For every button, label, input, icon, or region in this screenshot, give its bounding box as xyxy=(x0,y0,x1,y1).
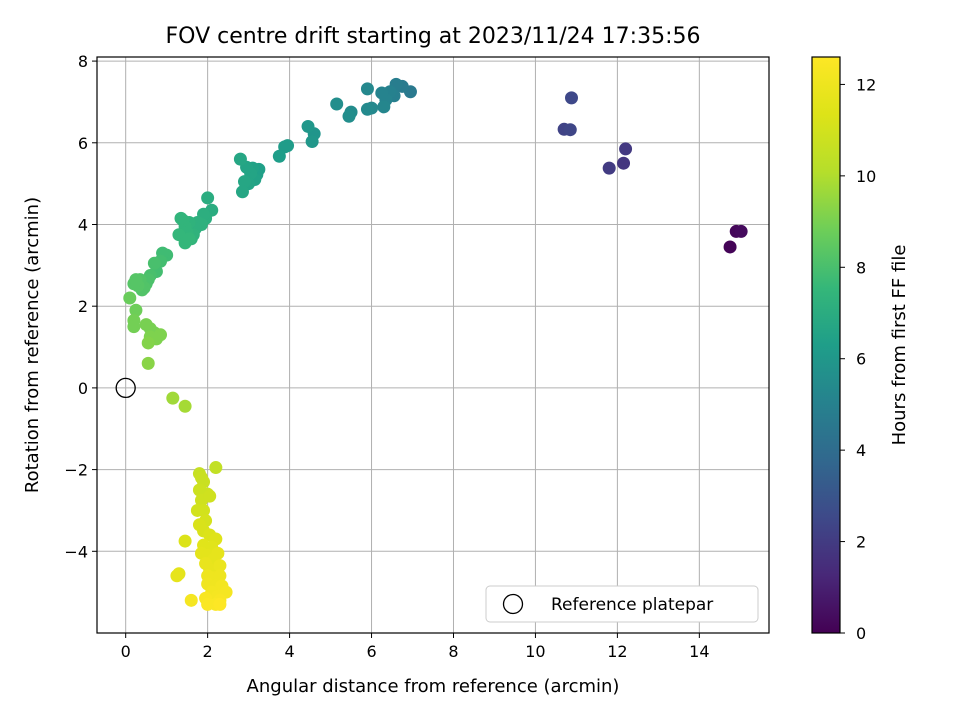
y-tick-label: 6 xyxy=(78,134,88,153)
data-point xyxy=(563,123,577,137)
y-tick-label: −2 xyxy=(64,461,88,480)
y-axis-label: Rotation from reference (arcmin) xyxy=(22,197,43,493)
y-tick-label: −4 xyxy=(64,542,88,561)
colorbar-label: Hours from first FF file xyxy=(889,245,910,446)
x-tick-label: 0 xyxy=(121,642,131,661)
legend-box xyxy=(485,585,759,623)
data-point xyxy=(301,119,315,133)
data-point xyxy=(211,546,225,560)
data-point xyxy=(184,593,198,607)
y-tick-label: 2 xyxy=(78,297,88,316)
data-point xyxy=(238,175,252,189)
data-point xyxy=(213,597,227,611)
data-point xyxy=(617,156,631,170)
data-point xyxy=(182,232,196,246)
data-point xyxy=(375,86,389,100)
colorbar-tick-label: 2 xyxy=(856,533,866,552)
chart-title: FOV centre drift starting at 2023/11/24 … xyxy=(166,24,701,49)
colorbar-tick-label: 6 xyxy=(856,350,866,369)
data-point xyxy=(305,135,319,149)
data-point xyxy=(209,461,223,475)
data-point xyxy=(129,273,143,287)
data-point xyxy=(602,161,616,175)
data-point xyxy=(213,559,227,573)
legend-reference-label: Reference platepar xyxy=(551,595,713,615)
colorbar-tick-label: 10 xyxy=(856,167,876,186)
data-point xyxy=(619,142,633,156)
scatter-points xyxy=(123,77,748,611)
data-point xyxy=(166,391,180,405)
data-point xyxy=(360,82,374,96)
colorbar xyxy=(811,56,841,634)
data-point xyxy=(734,224,748,238)
x-tick-label: 10 xyxy=(525,642,545,661)
x-tick-label: 12 xyxy=(607,642,627,661)
colorbar-tick-label: 0 xyxy=(856,624,866,643)
data-point xyxy=(377,100,391,114)
x-axis-ticks: 0 2 4 6 8 10 12 14 xyxy=(121,633,710,661)
data-point xyxy=(723,240,737,254)
colorbar-tick-label: 8 xyxy=(856,258,866,277)
data-point xyxy=(178,399,192,413)
data-point xyxy=(141,336,155,350)
data-point xyxy=(272,149,286,163)
data-point xyxy=(203,489,217,503)
data-point xyxy=(178,534,192,548)
x-axis-label: Angular distance from reference (arcmin) xyxy=(247,676,620,697)
data-point xyxy=(201,191,215,205)
data-point xyxy=(129,303,143,317)
data-point xyxy=(233,152,247,166)
data-point xyxy=(564,91,578,105)
data-point xyxy=(170,569,184,583)
y-tick-label: 4 xyxy=(78,215,88,234)
data-point xyxy=(197,503,211,517)
x-tick-label: 14 xyxy=(689,642,709,661)
data-point xyxy=(147,256,161,270)
plot-frame xyxy=(96,56,770,634)
colorbar-tick-label: 4 xyxy=(856,441,866,460)
y-tick-label: 8 xyxy=(78,52,88,71)
data-point xyxy=(213,569,227,583)
legend-reference-marker xyxy=(502,593,524,615)
data-point xyxy=(330,97,344,111)
colorbar-tick-label: 12 xyxy=(856,75,876,94)
data-point xyxy=(141,356,155,370)
data-point xyxy=(174,211,188,225)
data-point xyxy=(127,320,141,334)
reference-platepar-marker xyxy=(115,377,136,399)
reference-point xyxy=(115,377,136,399)
colorbar-ticks: 0 2 4 6 8 10 12 xyxy=(840,75,876,643)
y-tick-label: 0 xyxy=(78,379,88,398)
legend: Reference platepar xyxy=(485,585,759,623)
y-axis-ticks: −4 −2 0 2 4 6 8 xyxy=(64,52,97,561)
data-point xyxy=(123,291,137,305)
data-point xyxy=(342,109,356,123)
x-tick-label: 4 xyxy=(284,642,294,661)
x-tick-label: 2 xyxy=(203,642,213,661)
x-tick-label: 8 xyxy=(448,642,458,661)
x-tick-label: 6 xyxy=(366,642,376,661)
data-point xyxy=(360,102,374,116)
data-point xyxy=(235,185,249,199)
